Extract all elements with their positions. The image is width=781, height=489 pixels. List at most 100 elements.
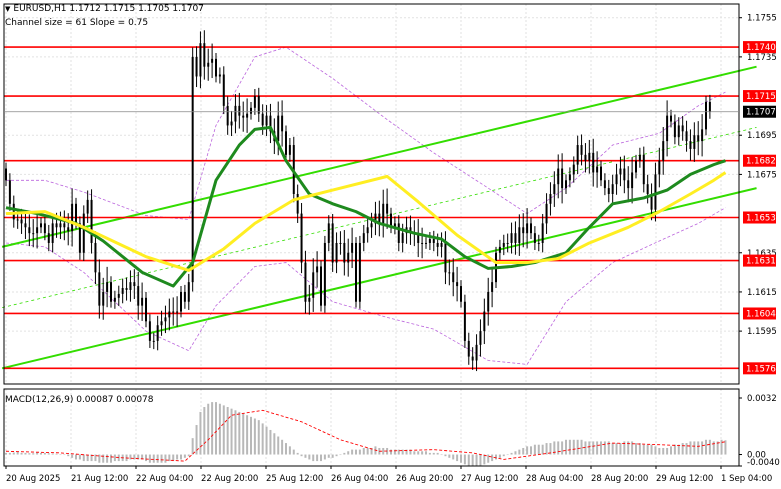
macd-histogram-bar (176, 454, 179, 460)
time-tick-label: 1 Sep 04:00 (721, 474, 772, 484)
macd-histogram-bar (316, 454, 319, 462)
macd-histogram-bar (514, 451, 517, 455)
envelope-lines (5, 46, 726, 365)
time-tick-label: 26 Aug 20:00 (396, 474, 453, 484)
candle-body (125, 288, 128, 290)
macd-histogram-bar (211, 402, 214, 455)
candle-body (40, 223, 42, 228)
macd-histogram-bar (666, 447, 669, 455)
macd-histogram-bar (148, 454, 151, 463)
macd-histogram-bar (479, 454, 482, 466)
candle-body (55, 223, 58, 228)
macd-histogram-bar (662, 447, 665, 455)
candle-body (705, 101, 707, 130)
macd-tick-label: 0.00 (747, 451, 766, 461)
macd-histogram-bar (86, 454, 89, 462)
price-tick-label: 1.1635 (747, 249, 777, 259)
macd-histogram-bar (43, 452, 46, 455)
macd-histogram-bar (78, 454, 81, 460)
macd-histogram-bar (168, 454, 171, 462)
candle-body (226, 105, 229, 126)
macd-histogram-bar (63, 454, 66, 456)
macd-histogram-bar (308, 454, 311, 460)
candle-body (300, 213, 303, 263)
macd-histogram-bar (522, 447, 525, 455)
time-tick-label: 20 Aug 2025 (6, 474, 60, 484)
envelope-line (6, 46, 726, 220)
candle-body (491, 282, 494, 292)
candle-body (199, 43, 202, 77)
candle-body (397, 223, 400, 243)
macd-histogram-bar (390, 449, 392, 455)
price-level-label: 1.1576 (746, 364, 776, 374)
macd-histogram-bar (506, 454, 509, 456)
candle-body (152, 340, 155, 342)
candle-body (638, 154, 641, 161)
macd-histogram-bar (533, 444, 536, 455)
macd-histogram-bar (545, 443, 548, 455)
macd-histogram-bar (32, 453, 35, 455)
macd-histogram-bar (242, 413, 245, 455)
macd-histogram-bar (331, 454, 334, 458)
time-tick-label: 28 Aug 20:00 (591, 474, 648, 484)
macd-histogram-bar (635, 443, 637, 455)
candle-body (110, 282, 112, 302)
macd-histogram-bar (59, 454, 62, 456)
candle-body (250, 107, 252, 114)
macd-histogram-bar (281, 439, 284, 455)
macd-histogram-bar (16, 452, 19, 455)
candle-body (176, 311, 179, 313)
macd-histogram-bar (94, 454, 97, 462)
candle-body (5, 168, 7, 181)
candle-body (393, 223, 396, 228)
price-tick-label: 1.1755 (747, 14, 777, 24)
macd-histogram-bar (471, 454, 474, 466)
macd-histogram-bar (90, 454, 93, 462)
macd-histogram-bar (203, 407, 206, 455)
dropdown-arrow-icon[interactable]: ▼ (5, 5, 11, 13)
macd-histogram-bar (596, 441, 599, 455)
macd-histogram-bar (304, 454, 307, 458)
macd-histogram-bar (180, 454, 182, 460)
candle-body (312, 272, 315, 298)
macd-histogram-bar (172, 454, 175, 462)
macd-histogram-bar (603, 441, 606, 455)
macd-histogram-bar (137, 454, 140, 460)
candle-body (487, 291, 490, 312)
price-level-tag (743, 307, 776, 320)
candle-body (133, 282, 136, 287)
candle-body (191, 56, 194, 283)
macd-histogram-bar (716, 441, 719, 455)
candle-body (183, 291, 186, 302)
candle-body (32, 233, 35, 235)
macd-histogram-bar (222, 405, 225, 455)
time-tick-label: 21 Aug 12:00 (71, 474, 128, 484)
candle-body (351, 242, 354, 253)
macd-histogram-bar (339, 454, 342, 456)
moving-averages (5, 125, 727, 288)
candle-body (514, 233, 517, 243)
candle-body (635, 160, 637, 173)
macd-histogram-bar (658, 447, 661, 455)
candle-body (261, 113, 264, 126)
candle-body (207, 62, 210, 67)
candle-body (409, 227, 412, 234)
candle-body (627, 180, 630, 189)
candle-body (549, 194, 552, 204)
macd-histogram-bar (67, 454, 70, 457)
candle-body (708, 101, 711, 112)
macd-histogram-bar (701, 441, 704, 455)
candle-body (681, 125, 684, 132)
macd-histogram-bar (269, 429, 272, 455)
macd-histogram-bar (631, 441, 634, 455)
candle-body (145, 297, 147, 322)
candle-body (467, 340, 470, 357)
candle-body (8, 180, 11, 204)
macd-histogram-bar (712, 441, 715, 455)
candle-body (600, 166, 602, 181)
candle-body (335, 242, 338, 263)
macd-histogram-bar (335, 454, 338, 457)
macd-histogram-bar (580, 439, 583, 455)
candle-body (106, 282, 109, 292)
candle-body (218, 74, 221, 77)
